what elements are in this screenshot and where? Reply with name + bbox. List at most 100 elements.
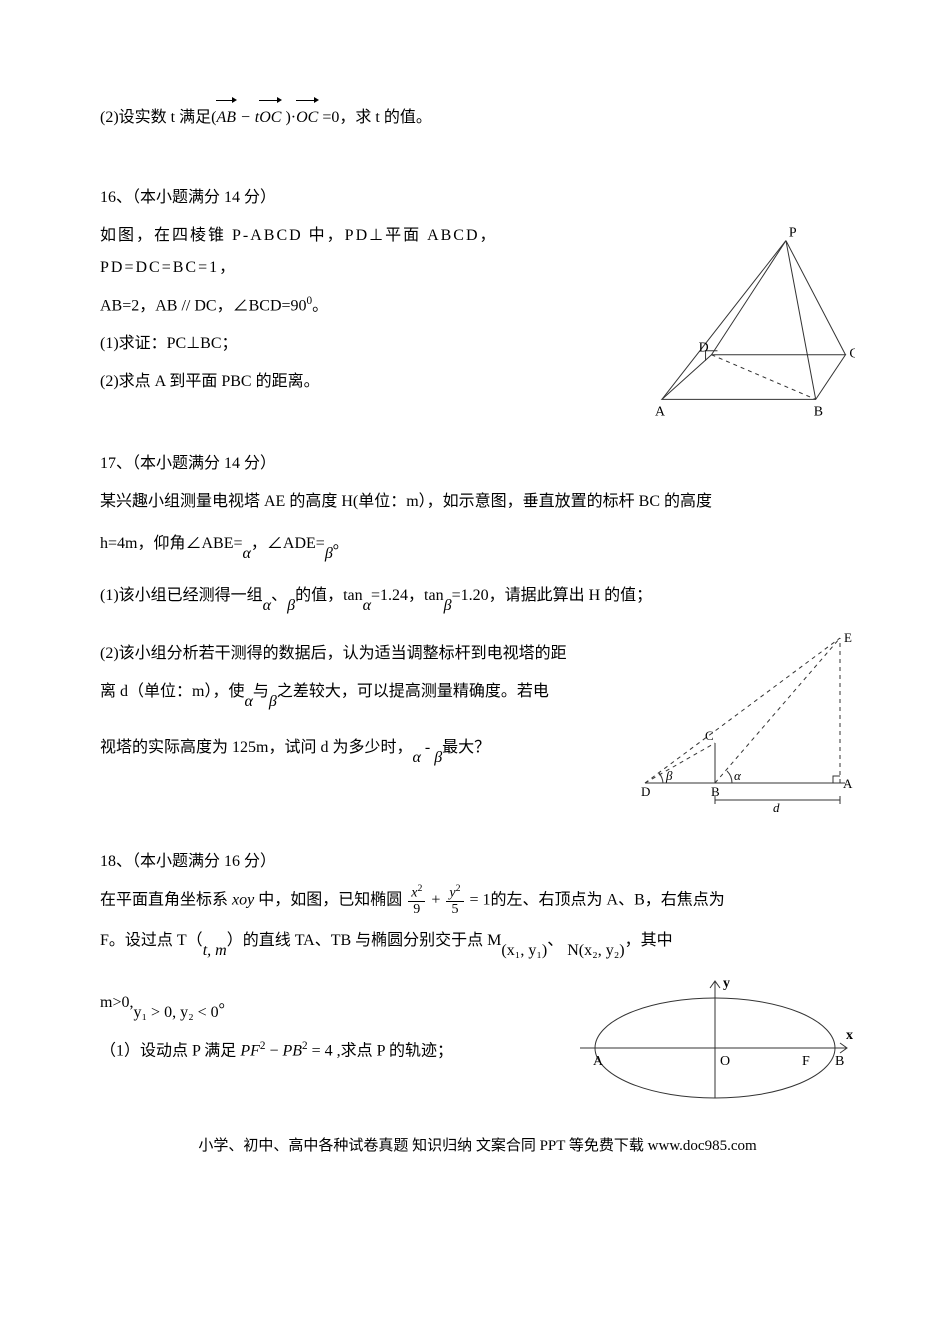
label-d: D xyxy=(698,341,708,356)
label-alpha: α xyxy=(734,768,742,783)
text: )· xyxy=(281,109,296,126)
q16-body: 如图，在四棱锥 P-ABCD 中，PD⊥平面 ABCD，PD=DC=BC=1， … xyxy=(100,220,631,404)
q18-header: 18、（本小题满分 16 分） xyxy=(100,846,855,878)
minus: − xyxy=(265,1043,282,1060)
q18-line4: （1）设动点 P 满足 PF2 − PB2 = 4 ,求点 P 的轨迹； xyxy=(100,1035,565,1067)
beta: β xyxy=(325,545,333,562)
tm: t, m xyxy=(203,942,227,959)
den: 9 xyxy=(408,902,425,917)
text: 、 xyxy=(271,587,287,604)
ineq: y₁ > 0, y₂ < 0 xyxy=(133,1004,218,1021)
label-y: y xyxy=(723,976,730,991)
xy2: N(x₂, y₂) xyxy=(567,942,624,959)
text: 。 xyxy=(333,535,349,552)
q16-line3: (1)求证：PC⊥BC； xyxy=(100,328,631,360)
pb: PB xyxy=(282,1043,302,1060)
text: 的值，tan xyxy=(295,587,363,604)
q16-line1: 如图，在四棱锥 P-ABCD 中，PD⊥平面 ABCD，PD=DC=BC=1， xyxy=(100,220,631,284)
label-e: E xyxy=(844,630,852,645)
alpha: α xyxy=(412,749,420,766)
alpha: α xyxy=(244,693,252,710)
text: =1.20，请据此算出 H 的值； xyxy=(452,587,653,604)
label-c: C xyxy=(705,728,714,743)
text: （1）设动点 P 满足 xyxy=(100,1043,240,1060)
text: 。 xyxy=(312,297,328,314)
text: 最大？ xyxy=(442,739,490,756)
q18-line3: m>0,y₁ > 0, y₂ < 0。 xyxy=(100,987,565,1029)
q17-line6: 视塔的实际高度为 125m，试问 d 为多少时，α - β最大？ xyxy=(100,732,625,774)
text: 视塔的实际高度为 125m，试问 d 为多少时， xyxy=(100,739,412,756)
text: 在平面直角坐标系 xyxy=(100,891,232,908)
text: AB=2，AB // DC，∠BCD=90 xyxy=(100,297,307,314)
alpha: α xyxy=(263,597,271,614)
q16-header: 16、（本小题满分 14 分） xyxy=(100,182,855,214)
fraction-x2-9: x2 9 xyxy=(408,884,425,917)
label-f: F xyxy=(802,1054,810,1069)
text: ，其中 xyxy=(625,932,673,949)
q18-line2: F。设过点 T（t, m）的直线 TA、TB 与椭圆分别交于点 M(x₁, y₁… xyxy=(100,925,855,967)
q17-figure: E C D B A β α d xyxy=(635,628,855,818)
text: 之差较大，可以提高测量精确度。若电 xyxy=(277,683,549,700)
eq: = 1 xyxy=(470,891,491,908)
text: 中，如图，已知椭圆 xyxy=(254,891,402,908)
label-a: A xyxy=(843,776,853,791)
q16-line2: AB=2，AB // DC，∠BCD=900。 xyxy=(100,290,631,322)
den: 5 xyxy=(446,902,463,917)
label-d-dim: d xyxy=(773,800,780,815)
text: F。设过点 T（ xyxy=(100,932,203,949)
beta: β xyxy=(269,693,277,710)
xy1: (x₁, y₁) xyxy=(501,942,547,959)
q16-line4: (2)求点 A 到平面 PBC 的距离。 xyxy=(100,366,631,398)
label-b: B xyxy=(813,404,822,419)
sup: 2 xyxy=(417,883,422,894)
vector-oc: OC xyxy=(259,100,281,134)
text: 离 d（单位：m），使 xyxy=(100,683,244,700)
page-footer: 小学、初中、高中各种试卷真题 知识归纳 文案合同 PPT 等免费下载 www.d… xyxy=(100,1131,855,1161)
text: m>0, xyxy=(100,994,133,1011)
beta: β xyxy=(444,597,452,614)
pf: PF xyxy=(240,1043,260,1060)
q18-line1: 在平面直角坐标系 xoy 中，如图，已知椭圆 x2 9 + y2 5 = 1的左… xyxy=(100,884,855,917)
q15-part2: (2)设实数 t 满足(AB − tOC )·OC =0，求 t 的值。 xyxy=(100,100,855,134)
q17-header: 17、（本小题满分 14 分） xyxy=(100,448,855,480)
eq: = 4 xyxy=(308,1043,333,1060)
beta: β xyxy=(434,749,442,766)
text: 、 xyxy=(547,932,563,949)
q17-line5: 离 d（单位：m），使α与β之差较大，可以提高测量精确度。若电 xyxy=(100,676,625,718)
text: (2)设实数 t 满足( xyxy=(100,109,216,126)
label-b: B xyxy=(711,784,720,799)
text: − t xyxy=(236,109,259,126)
label-p: P xyxy=(789,226,797,241)
sup: 2 xyxy=(456,883,461,894)
q18-body2: m>0,y₁ > 0, y₂ < 0。 （1）设动点 P 满足 PF2 − PB… xyxy=(100,973,565,1073)
text: - xyxy=(425,739,430,756)
vector-oc: OC xyxy=(296,100,318,134)
label-beta: β xyxy=(665,768,673,783)
xoy: xoy xyxy=(232,891,254,908)
label-d: D xyxy=(641,784,650,799)
plus: + xyxy=(431,891,440,908)
q17-line2: h=4m，仰角∠ABE=α，∠ADE=β。 xyxy=(100,528,855,570)
text: h=4m，仰角∠ABE= xyxy=(100,535,243,552)
text: 与 xyxy=(253,683,269,700)
text: ,求点 P 的轨迹； xyxy=(333,1043,453,1060)
label-o: O xyxy=(720,1054,730,1069)
text: ）的直线 TA、TB 与椭圆分别交于点 M xyxy=(227,932,502,949)
q18-figure: A O F B x y xyxy=(575,973,855,1103)
q17-line3: (1)该小组已经测得一组α、β的值，tanα=1.24，tanβ=1.20，请据… xyxy=(100,580,855,622)
alpha: α xyxy=(363,597,371,614)
label-c: C xyxy=(849,347,855,362)
q17-line1: 某兴趣小组测量电视塔 AE 的高度 H(单位：m），如示意图，垂直放置的标杆 B… xyxy=(100,486,855,518)
q17-line4: (2)该小组分析若干测得的数据后，认为适当调整标杆到电视塔的距 xyxy=(100,638,625,670)
label-a: A xyxy=(593,1054,604,1069)
text: ，∠ADE= xyxy=(251,535,325,552)
label-x: x xyxy=(846,1028,853,1043)
alpha: α xyxy=(243,545,251,562)
text: (1)该小组已经测得一组 xyxy=(100,587,263,604)
q16-figure: P A B C D xyxy=(647,220,855,420)
text: 的左、右顶点为 A、B，右焦点为 xyxy=(491,891,725,908)
label-b: B xyxy=(835,1054,844,1069)
text: =1.24，tan xyxy=(371,587,444,604)
text: 。 xyxy=(219,994,235,1011)
vector-ab: AB xyxy=(216,100,236,134)
